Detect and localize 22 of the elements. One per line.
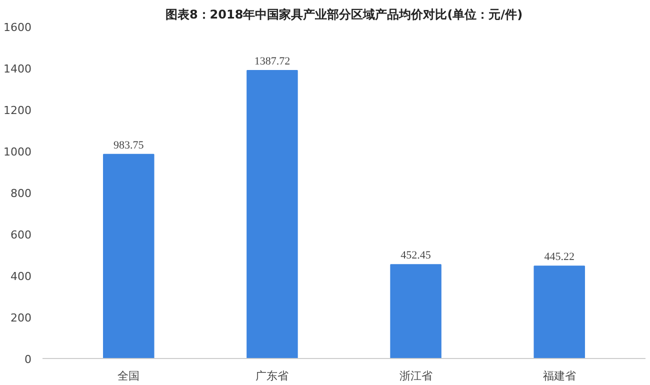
y-tick-label: 1400	[4, 62, 32, 76]
x-tick-label: 广东省	[256, 370, 289, 382]
bar	[103, 154, 154, 358]
y-tick-label: 1000	[4, 146, 32, 158]
y-tick-label: 1600	[4, 21, 32, 34]
data-label: 983.75	[114, 139, 144, 152]
x-tick-label: 全国	[118, 370, 140, 382]
bar	[246, 70, 298, 358]
data-label: 445.22	[544, 251, 574, 264]
y-tick-label: 400	[10, 270, 32, 283]
y-tick-label: 1200	[4, 104, 32, 117]
bar	[534, 266, 585, 358]
y-tick-label: 800	[10, 187, 32, 200]
y-tick-label: 0	[24, 353, 32, 366]
data-label: 452.45	[400, 250, 432, 262]
x-tick-label: 福建省	[542, 370, 576, 382]
y-tick-label: 600	[10, 228, 32, 242]
data-label: 1387.72	[254, 56, 290, 68]
y-tick-label: 200	[10, 312, 32, 324]
chart-title: 图表8：2018年中国家具产业部分区域产品均价对比(单位：元/件)	[165, 8, 523, 22]
bar	[390, 264, 442, 358]
x-tick-label: 浙江省	[399, 370, 432, 382]
